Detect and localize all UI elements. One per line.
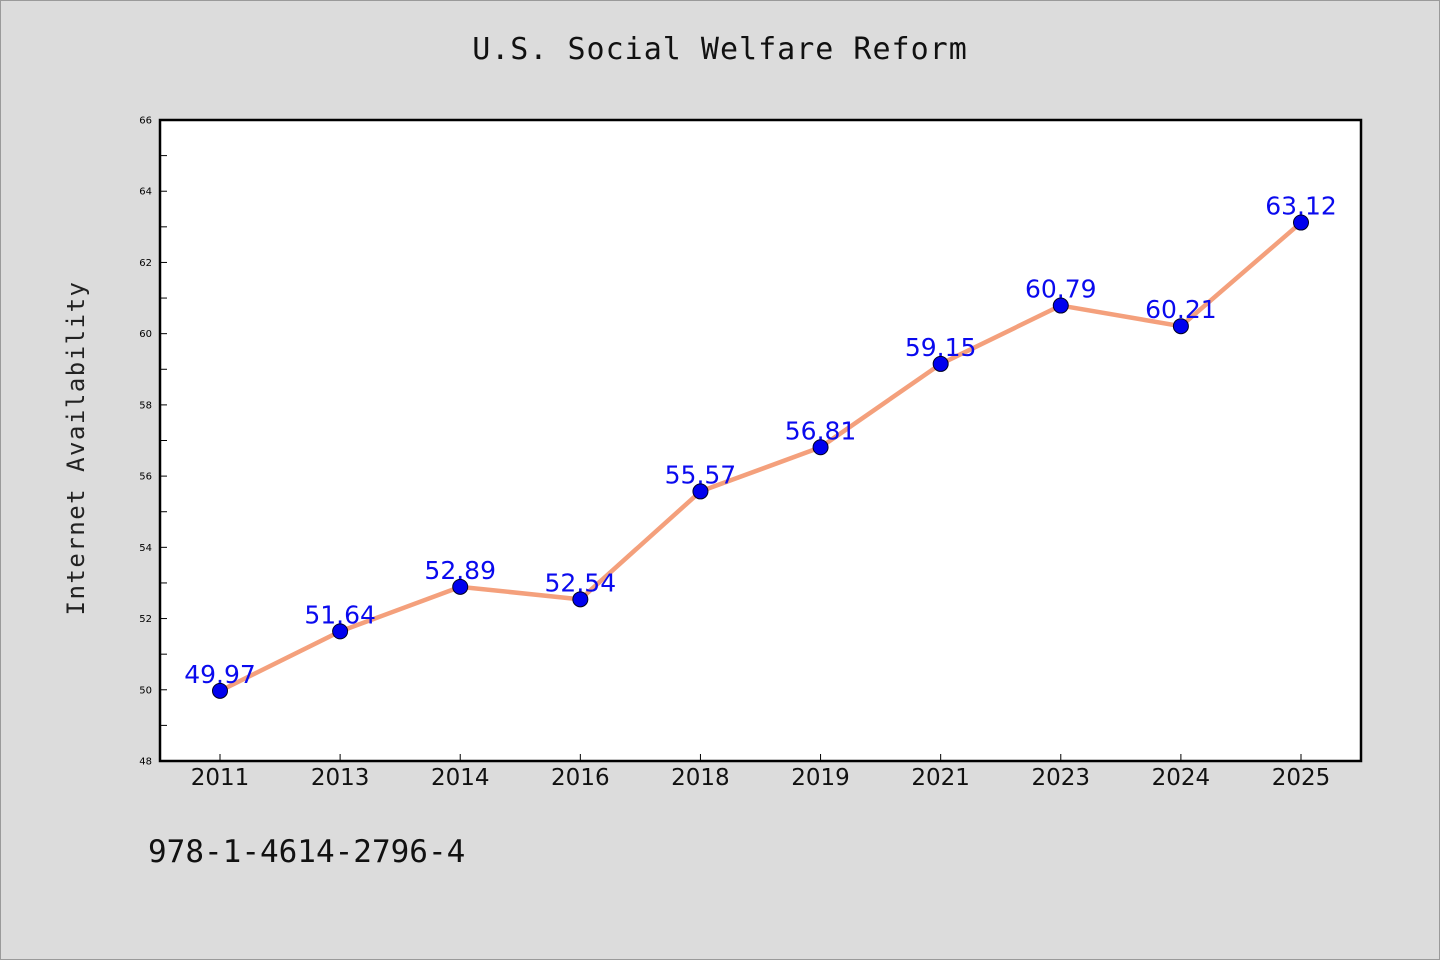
- series-line: [217, 220, 1304, 694]
- data-label: 49.97: [184, 660, 256, 689]
- data-label: 63.12: [1265, 192, 1337, 221]
- data-label: 52.54: [545, 568, 617, 597]
- x-tick-label: 2023: [1032, 765, 1091, 791]
- y-tick-label: 58: [139, 400, 152, 411]
- data-point: [1172, 318, 1189, 335]
- data-point: [332, 623, 349, 640]
- y-tick-label: 60: [139, 329, 152, 340]
- y-tick-label: 54: [139, 543, 152, 554]
- y-tick-label: 66: [139, 116, 152, 127]
- x-tick-label: 2014: [431, 765, 490, 791]
- data-point: [212, 682, 228, 699]
- data-label: 56.81: [785, 416, 857, 445]
- data-point: [1052, 297, 1069, 314]
- y-tick-label: 48: [139, 757, 152, 768]
- y-tick-label: 62: [139, 258, 152, 269]
- x-tick-label: 2024: [1152, 765, 1211, 791]
- data-point: [692, 483, 709, 500]
- y-tick-label: 50: [139, 685, 152, 696]
- x-tick-label: 2013: [311, 765, 370, 791]
- data-label: 59.15: [905, 333, 977, 362]
- data-point: [932, 355, 949, 372]
- x-axis: 2011 2013 2014 2016 2018 2019 2021 2023 2024 2025: [191, 754, 1331, 791]
- y-tick-label: 56: [139, 472, 152, 483]
- x-tick-label: 2019: [791, 765, 850, 791]
- data-label: 51.64: [304, 600, 376, 629]
- data-label: 52.89: [424, 556, 496, 585]
- y-tick-label: 52: [139, 614, 152, 625]
- x-tick-label: 2011: [191, 765, 250, 791]
- isbn-text: 978-1-4614-2796-4: [148, 834, 466, 870]
- data-point: [572, 591, 589, 608]
- data-label: 55.57: [665, 460, 737, 489]
- x-tick-label: 2016: [551, 765, 610, 791]
- data-label: 60.21: [1145, 295, 1217, 324]
- x-tick-label: 2025: [1272, 765, 1331, 791]
- series-markers: [212, 214, 1309, 699]
- y-tick-label: 64: [139, 187, 152, 198]
- chart-title: U.S. Social Welfare Reform: [472, 32, 968, 67]
- data-label: 60.79: [1025, 275, 1097, 304]
- plot-area: [158, 118, 1363, 763]
- data-labels: 49.97 51.64 52.89 52.54 55.57 56.81 59.15 60.79…: [184, 192, 1337, 689]
- data-point: [452, 578, 469, 595]
- data-point: [812, 439, 829, 456]
- x-tick-label: 2018: [671, 765, 730, 791]
- data-point: [1293, 214, 1309, 231]
- y-axis: 48 50 52 54 56 58 60 62 64 66: [139, 116, 167, 768]
- x-tick-label: 2021: [911, 765, 970, 791]
